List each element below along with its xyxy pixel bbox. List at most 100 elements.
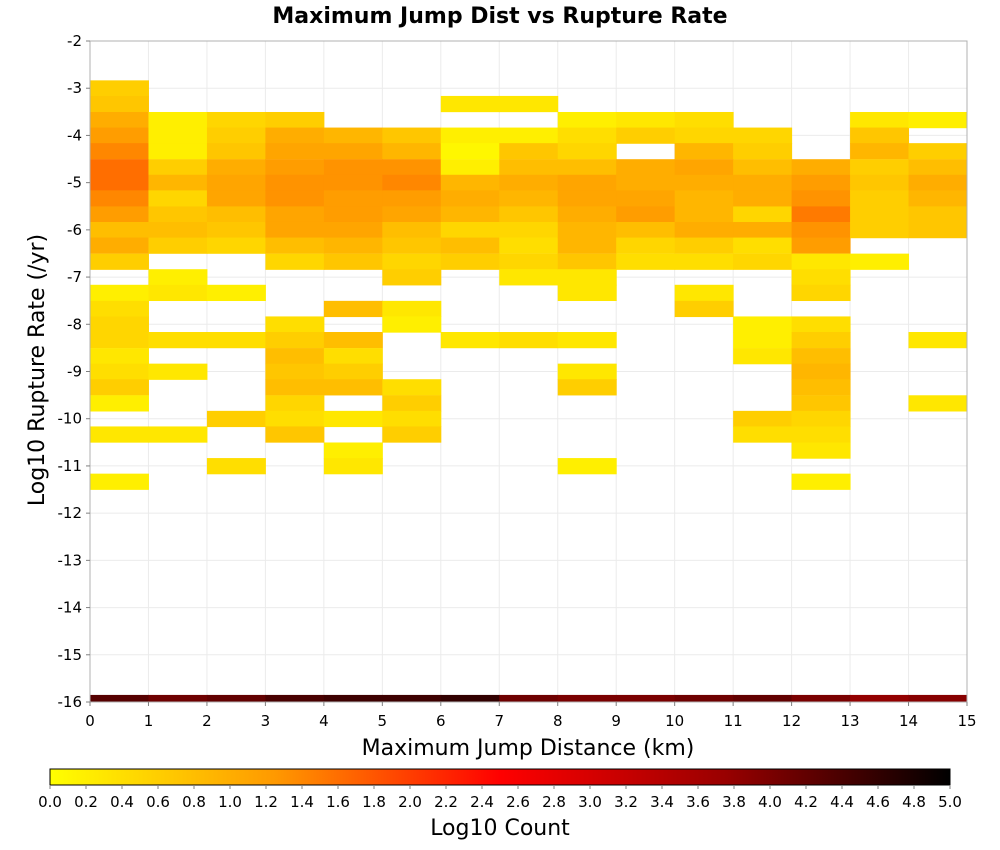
y-tick-label: -15 <box>58 646 83 664</box>
heatmap-cell <box>265 143 325 160</box>
x-tick-label: 2 <box>202 712 212 730</box>
heatmap-cell <box>616 206 676 223</box>
heatmap-cell <box>616 174 676 192</box>
heatmap-cell <box>733 127 793 144</box>
chart-title: Maximum Jump Dist vs Rupture Rate <box>272 4 727 29</box>
heatmap-cell <box>557 458 617 475</box>
x-tick-label: 9 <box>611 712 621 730</box>
heatmap-cell <box>616 694 676 702</box>
heatmap-cell <box>499 190 559 207</box>
heatmap-cell <box>791 159 851 176</box>
colorbar-ticks: 0.0 0.2 0.4 0.6 0.8 1.0 1.2 1.4 1.6 1.8 2.0 2.2 2.4 2… <box>38 785 962 811</box>
heatmap-cell <box>90 284 149 302</box>
heatmap-cell <box>908 143 968 160</box>
heatmap-cell <box>908 159 968 176</box>
colorbar-tick-label: 2.8 <box>542 793 566 811</box>
heatmap-cell <box>557 237 617 254</box>
heatmap-cell <box>382 269 442 286</box>
heatmap-cell <box>148 426 208 443</box>
colorbar-tick-label: 3.6 <box>686 793 710 811</box>
colorbar-tick-label: 1.0 <box>218 793 242 811</box>
heatmap-cell <box>382 127 442 144</box>
heatmap-cell <box>382 206 442 223</box>
heatmap-cell <box>148 174 208 192</box>
heatmap-cell <box>90 206 149 223</box>
heatmap-cell <box>908 206 968 223</box>
heatmap-cell <box>557 143 617 160</box>
heatmap-cell <box>323 379 383 396</box>
colorbar <box>49 768 951 786</box>
heatmap-cell <box>206 237 266 254</box>
heatmap-cell <box>206 190 266 207</box>
heatmap-cell <box>90 253 149 270</box>
heatmap-cell <box>206 174 266 192</box>
heatmap-cell <box>674 221 734 239</box>
heatmap-cell <box>674 300 734 318</box>
heatmap-cell <box>90 95 149 113</box>
heatmap-cell <box>499 174 559 192</box>
heatmap-cell <box>850 111 910 129</box>
heatmap-cell <box>90 174 149 192</box>
colorbar-tick-label: 2.0 <box>398 793 422 811</box>
heatmap-cell <box>206 221 266 239</box>
heatmap-cell <box>499 221 559 239</box>
heatmap-cell <box>733 221 793 239</box>
heatmap-cell <box>206 332 266 349</box>
heatmap-cell <box>674 237 734 254</box>
heatmap-cell <box>323 206 383 223</box>
heatmap-cell <box>382 237 442 254</box>
heatmap-cell <box>557 111 617 129</box>
heatmap-cell <box>850 206 910 223</box>
heatmap-cell <box>733 174 793 192</box>
heatmap-cell <box>90 363 149 380</box>
heatmap-cell <box>850 143 910 160</box>
heatmap-cell <box>148 694 208 702</box>
heatmap-cell <box>265 111 325 129</box>
colorbar-tick-label: 4.8 <box>902 793 926 811</box>
colorbar-tick-label: 2.2 <box>434 793 458 811</box>
heatmap-cell <box>265 694 325 702</box>
heatmap-cell <box>850 190 910 207</box>
heatmap-cell <box>499 206 559 223</box>
heatmap-cell <box>674 206 734 223</box>
colorbar-tick-label: 3.0 <box>578 793 602 811</box>
heatmap-cell <box>557 253 617 270</box>
heatmap-cell <box>206 111 266 129</box>
heatmap-cell <box>733 426 793 443</box>
heatmap-cell <box>908 221 968 239</box>
heatmap-cell <box>908 190 968 207</box>
heatmap-cell <box>791 174 851 192</box>
heatmap-cell <box>440 253 500 270</box>
colorbar-tick-label: 0.4 <box>110 793 134 811</box>
y-tick-label: -14 <box>58 599 83 617</box>
heatmap-cell <box>791 473 851 490</box>
heatmap-cell <box>557 284 617 302</box>
x-tick-label: 3 <box>261 712 271 730</box>
heatmap-cell <box>206 143 266 160</box>
heatmap-cell <box>616 190 676 207</box>
x-tick-label: 10 <box>665 712 684 730</box>
heatmap-cell <box>323 221 383 239</box>
heatmap-cell <box>265 174 325 192</box>
heatmap-cell <box>440 190 500 207</box>
heatmap-cell <box>323 190 383 207</box>
heatmap-cell <box>499 332 559 349</box>
heatmap-cell <box>908 694 968 702</box>
heatmap-cell <box>499 95 559 113</box>
x-tick-label: 11 <box>724 712 743 730</box>
heatmap-cell <box>382 143 442 160</box>
heatmap-cell <box>265 395 325 412</box>
heatmap-cell <box>557 363 617 380</box>
y-tick-label: -16 <box>58 693 83 711</box>
heatmap-cell <box>206 458 266 475</box>
x-tick-label: 5 <box>378 712 388 730</box>
heatmap-cell <box>908 174 968 192</box>
heatmap-cell <box>382 395 442 412</box>
colorbar-tick-label: 2.6 <box>506 793 530 811</box>
heatmap-cell <box>90 190 149 207</box>
colorbar-tick-label: 5.0 <box>938 793 962 811</box>
y-tick-label: -13 <box>58 551 83 569</box>
colorbar-tick-label: 1.2 <box>254 793 278 811</box>
heatmap-cell <box>323 174 383 192</box>
